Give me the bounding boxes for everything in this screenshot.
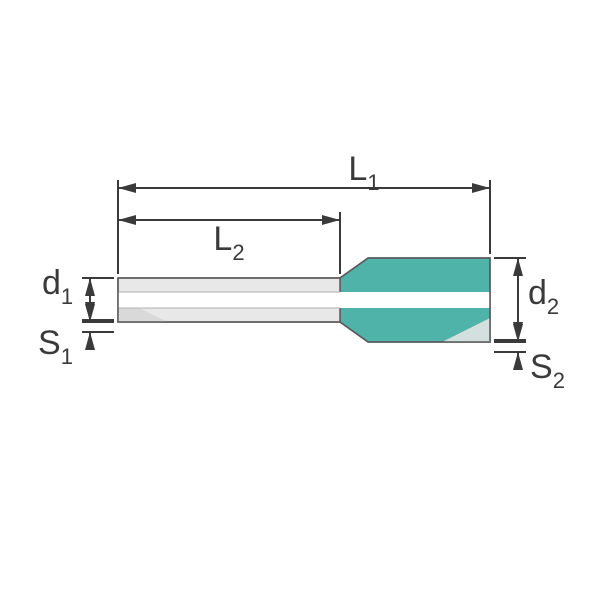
svg-text:d1: d1: [42, 264, 73, 309]
svg-text:S1: S1: [38, 324, 73, 369]
dimension-diagram: L1L2d1d2S1S2: [0, 0, 600, 600]
svg-text:d2: d2: [528, 274, 559, 319]
svg-text:S2: S2: [530, 348, 565, 393]
svg-text:L2: L2: [213, 220, 244, 265]
